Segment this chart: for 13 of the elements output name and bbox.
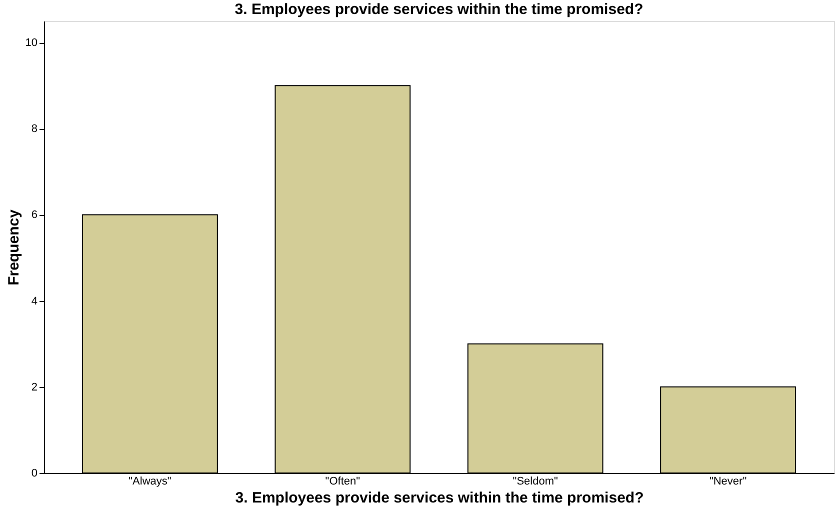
y-tick-label: 0	[31, 468, 38, 480]
y-tick-label: 4	[31, 295, 38, 308]
chart-title: 3. Employees provide services within the time promised?	[234, 1, 644, 18]
y-tick-label: 10	[25, 37, 38, 50]
y-tick-label: 6	[31, 209, 38, 222]
x-tick-label: "Often"	[325, 476, 360, 488]
x-tick-label: "Always"	[128, 476, 172, 488]
x-tick-label: "Seldom"	[512, 476, 558, 488]
y-tick-label: 2	[31, 381, 38, 394]
y-tick-label: 8	[31, 123, 38, 136]
y-axis-title: Frequency	[5, 208, 22, 286]
x-tick-label: "Never"	[709, 476, 747, 488]
x-axis-title: 3. Employees provide services within the time promised?	[235, 490, 644, 506]
